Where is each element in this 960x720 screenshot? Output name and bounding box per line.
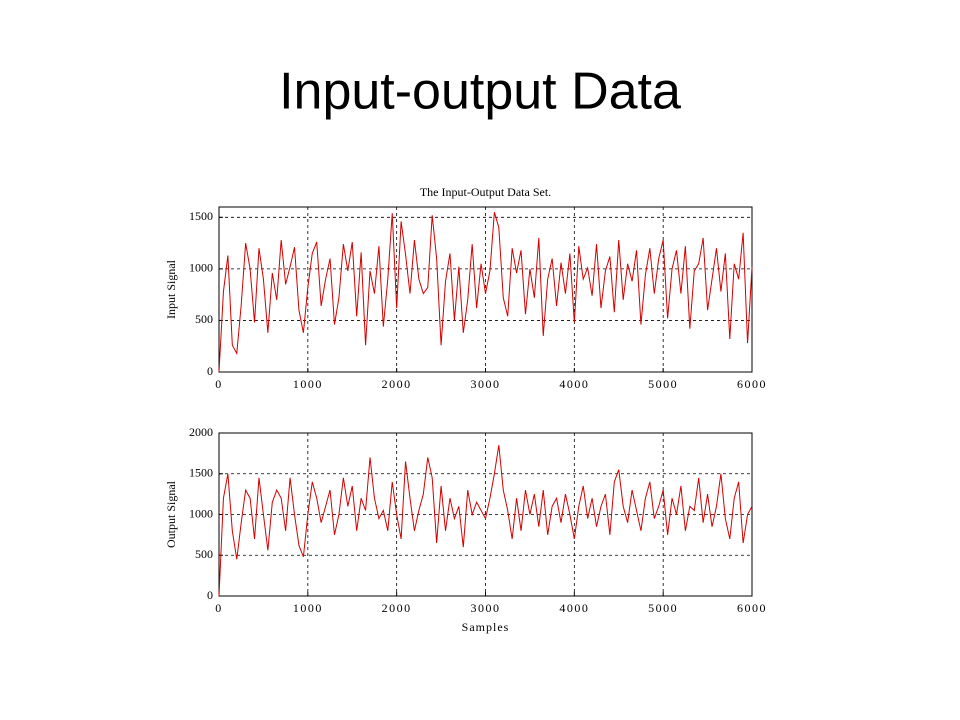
signal-line (218, 212, 753, 373)
x-tick-label: 1000 (293, 377, 323, 391)
y-tick-label: 1000 (189, 506, 213, 520)
y-axis-label: Input Signal (164, 259, 178, 319)
x-tick-label: 3000 (471, 601, 501, 615)
signal-line (218, 445, 753, 597)
y-tick-label: 500 (195, 312, 213, 326)
x-tick-label: 3000 (471, 377, 501, 391)
slide-title: Input-output Data (279, 63, 681, 121)
y-tick-label: 2000 (189, 425, 213, 439)
y-tick-label: 500 (195, 547, 213, 561)
y-tick-label: 1500 (189, 209, 213, 223)
x-tick-label: 2000 (382, 377, 412, 391)
x-tick-label: 5000 (648, 377, 678, 391)
x-tick-label: 1000 (293, 601, 323, 615)
y-tick-label: 1000 (189, 261, 213, 275)
x-tick-label: 4000 (559, 601, 589, 615)
x-tick-label: 2000 (382, 601, 412, 615)
x-tick-label: 6000 (737, 601, 767, 615)
x-tick-label: 6000 (737, 377, 767, 391)
y-tick-label: 0 (207, 364, 213, 378)
x-tick-label: 5000 (648, 601, 678, 615)
y-tick-label: 0 (207, 588, 213, 602)
y-axis-label: Output Signal (164, 480, 178, 548)
x-axis-label: Samples (462, 620, 510, 634)
y-tick-label: 1500 (189, 466, 213, 480)
x-tick-label: 0 (215, 601, 223, 615)
chart-title: The Input-Output Data Set. (420, 185, 551, 199)
x-tick-label: 4000 (559, 377, 589, 391)
x-tick-label: 0 (215, 377, 223, 391)
